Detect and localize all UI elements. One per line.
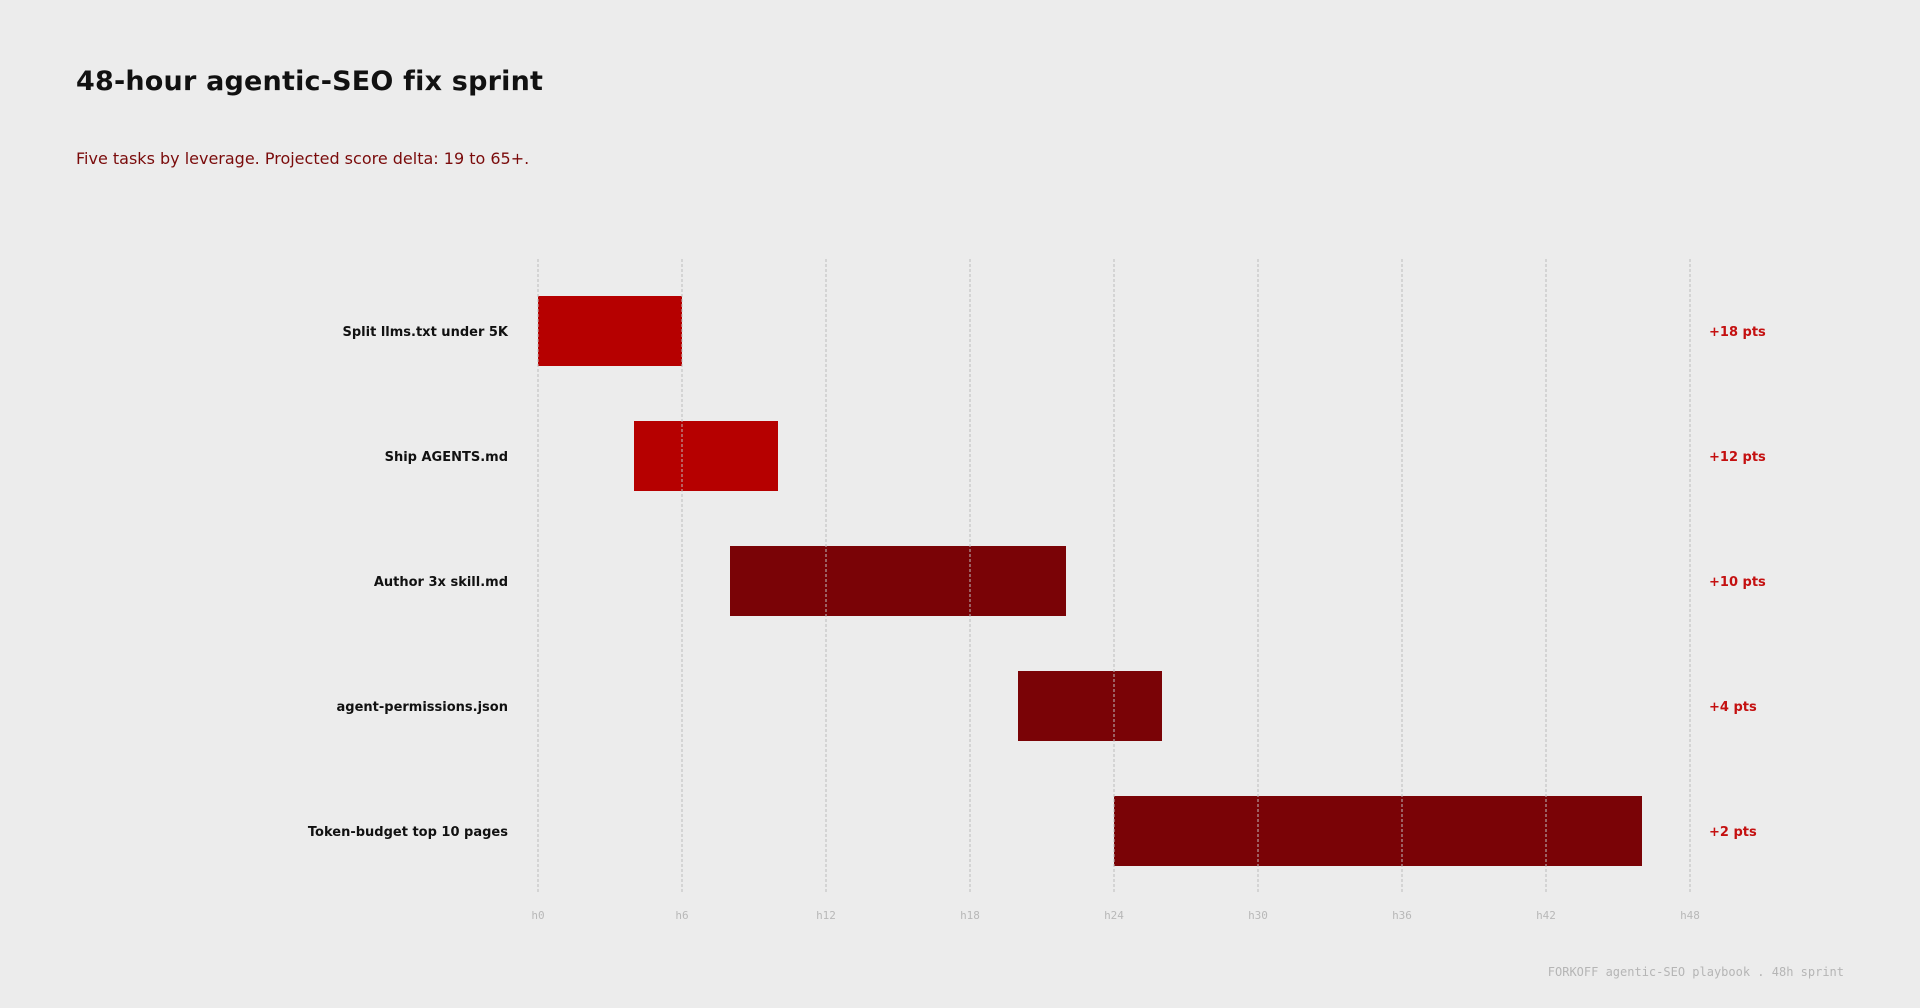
task-label: Author 3x skill.md (374, 575, 508, 590)
footer-credit: FORKOFF agentic-SEO playbook . 48h sprin… (1547, 965, 1844, 979)
x-tick-label: h0 (531, 909, 544, 922)
task-delta: +10 pts (1709, 575, 1766, 590)
task-bar (538, 296, 682, 366)
bars-group (538, 296, 1642, 866)
x-tick-label: h42 (1536, 909, 1556, 922)
task-delta: +4 pts (1709, 700, 1757, 715)
chart-subtitle: Five tasks by leverage. Projected score … (76, 149, 530, 168)
task-bar (1114, 796, 1642, 866)
task-label: agent-permissions.json (337, 700, 508, 715)
x-tick-label: h36 (1392, 909, 1412, 922)
task-bar (634, 421, 778, 491)
x-tick-label: h48 (1680, 909, 1700, 922)
x-tick-label: h30 (1248, 909, 1268, 922)
labels-group: Split llms.txt under 5K +18 pts Ship AGENT… (308, 325, 1766, 922)
chart-title: 48-hour agentic-SEO fix sprint (76, 66, 544, 97)
x-tick-label: h12 (816, 909, 836, 922)
task-bar (1018, 671, 1162, 741)
task-delta: +2 pts (1709, 825, 1757, 840)
task-delta: +18 pts (1709, 325, 1766, 340)
task-label: Ship AGENTS.md (385, 450, 508, 465)
task-delta: +12 pts (1709, 450, 1766, 465)
task-label: Split llms.txt under 5K (343, 325, 509, 340)
task-label: Token-budget top 10 pages (308, 825, 508, 840)
x-tick-label: h6 (675, 909, 688, 922)
grid-group (537, 259, 1691, 894)
x-tick-label: h18 (960, 909, 980, 922)
x-tick-label: h24 (1104, 909, 1124, 922)
task-bar (730, 546, 1066, 616)
